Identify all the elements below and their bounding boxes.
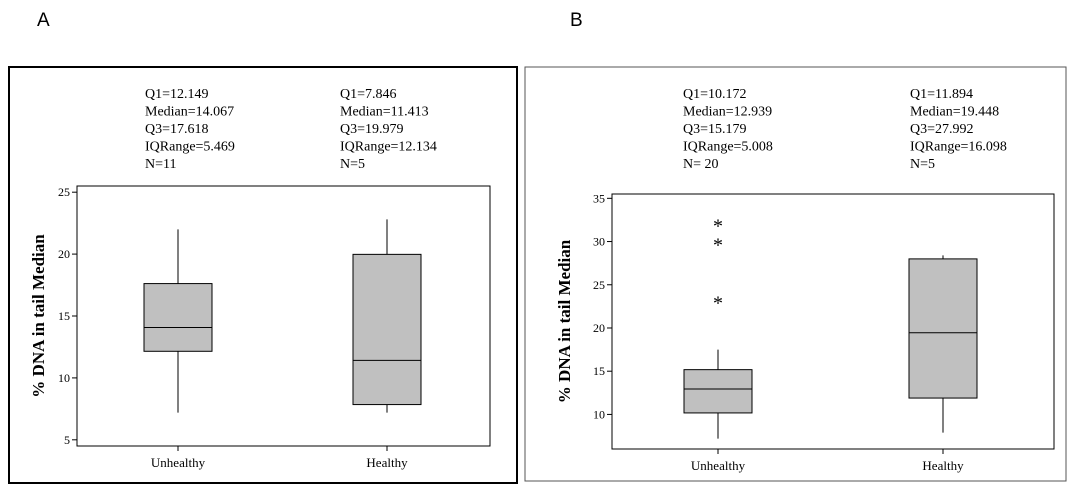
y-tick-label: 10 (58, 371, 70, 385)
stat-line: Median=12.939 (683, 105, 772, 120)
y-tick-label: 15 (593, 364, 605, 378)
y-tick-label: 25 (58, 185, 70, 199)
panel-b-frame (524, 66, 1067, 482)
y-tick-label: 35 (593, 191, 605, 205)
box-iqr (908, 258, 978, 399)
y-tick-label: 25 (593, 278, 605, 292)
box-iqr (683, 369, 753, 414)
stat-line: N=5 (340, 157, 365, 172)
outlier-marker: * (713, 215, 723, 237)
y-tick-label: 10 (593, 407, 605, 421)
outlier-marker: * (713, 292, 723, 314)
stat-line: Q1=7.846 (340, 87, 397, 102)
x-tick-label: Unhealthy (691, 458, 746, 473)
stat-line: IQRange=5.008 (683, 140, 773, 155)
stat-line: Q3=27.992 (910, 122, 974, 137)
stat-line: Q3=19.979 (340, 122, 404, 137)
chart-a: Q1=12.149 Median=14.067 Q3=17.618 IQRange=5… (29, 87, 491, 470)
stat-line: Median=11.413 (340, 105, 429, 120)
stat-line: N= 20 (683, 157, 719, 172)
x-tick-label: Unhealthy (151, 455, 206, 470)
stat-line: IQRange=5.469 (145, 140, 235, 155)
stat-line: Q1=12.149 (145, 87, 209, 102)
x-tick-label: Healthy (366, 455, 408, 470)
panel-a-frame (8, 66, 518, 484)
stat-line: Median=14.067 (145, 105, 234, 120)
stat-line: IQRange=16.098 (910, 140, 1007, 155)
y-tick-label: 30 (593, 235, 605, 249)
stat-line: Q3=17.618 (145, 122, 209, 137)
stat-line: N=11 (145, 157, 177, 172)
y-tick-label: 20 (58, 247, 70, 261)
y-tick-label: 5 (64, 433, 70, 447)
y-tick-label: 15 (58, 309, 70, 323)
stat-line: N=5 (910, 157, 935, 172)
plot-area (76, 185, 491, 447)
y-tick-label: 20 (593, 321, 605, 335)
plot-area (611, 193, 1055, 450)
y-axis-label: % DNA in tail Median (29, 234, 48, 398)
x-tick-label: Healthy (922, 458, 964, 473)
stat-line: Median=19.448 (910, 105, 999, 120)
stat-line: Q1=10.172 (683, 87, 747, 102)
panel-label-b: B (570, 10, 583, 31)
chart-b: Q1=10.172 Median=12.939 Q3=15.179 IQRange=5… (555, 87, 1055, 473)
y-axis-label: % DNA in tail Median (555, 239, 574, 403)
outlier-marker: * (713, 234, 723, 256)
stat-line: Q3=15.179 (683, 122, 747, 137)
stat-line: IQRange=12.134 (340, 140, 437, 155)
box-iqr (352, 253, 422, 406)
stat-line: Q1=11.894 (910, 87, 973, 102)
panel-label-a: A (37, 10, 50, 31)
box-iqr (143, 283, 213, 352)
